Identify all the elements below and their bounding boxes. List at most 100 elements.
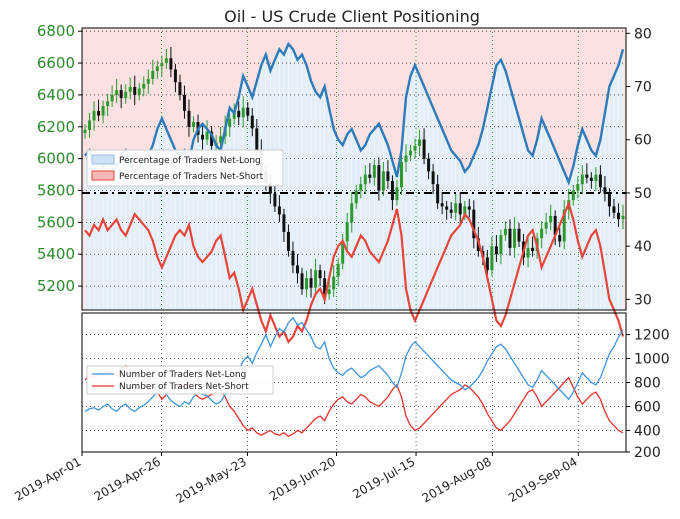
candle-body bbox=[621, 216, 625, 220]
date-tick-label: 2019-Jun-20 bbox=[267, 454, 338, 503]
candle-body bbox=[508, 228, 512, 248]
candle-body bbox=[589, 177, 593, 181]
candle-body bbox=[571, 190, 575, 201]
price-candles bbox=[83, 46, 625, 305]
candle-body bbox=[246, 107, 250, 116]
candle-body bbox=[431, 171, 435, 185]
candle-body bbox=[305, 278, 309, 290]
candle-body bbox=[422, 139, 426, 159]
date-tick-label: 2019-Apr-01 bbox=[12, 454, 83, 503]
price-tick-label: 6800 bbox=[37, 22, 75, 40]
candle-body bbox=[142, 83, 146, 89]
candle-body bbox=[440, 203, 444, 207]
candle-body bbox=[309, 278, 313, 288]
candle-body bbox=[494, 246, 498, 255]
price-tick-label: 6400 bbox=[37, 86, 75, 104]
candle-body bbox=[372, 165, 376, 178]
candle-body bbox=[178, 82, 182, 95]
candle-body bbox=[151, 71, 155, 79]
candle-body bbox=[490, 246, 494, 271]
candle-body bbox=[137, 88, 141, 95]
date-tick-label: 2019-Aug-08 bbox=[420, 454, 494, 505]
candle-body bbox=[553, 216, 557, 236]
candle-body bbox=[268, 182, 272, 194]
legend-label-count-net-long: Number of Traders Net-Long bbox=[119, 370, 246, 380]
percent-tick-label: 80 bbox=[634, 26, 652, 42]
candle-body bbox=[445, 206, 449, 210]
candle-body bbox=[359, 184, 363, 191]
legend-label-net-short: Percentage of Traders Net-Short bbox=[119, 172, 264, 182]
candle-body bbox=[205, 131, 209, 140]
candle-body bbox=[354, 190, 358, 204]
candle-body bbox=[291, 251, 295, 266]
candle-body bbox=[318, 270, 322, 279]
candle-body bbox=[399, 161, 403, 188]
candle-body bbox=[544, 222, 548, 229]
candle-body bbox=[237, 110, 241, 118]
candle-body bbox=[454, 203, 458, 213]
candle-body bbox=[327, 289, 331, 295]
candle-body bbox=[146, 78, 150, 84]
legend-label-net-long: Percentage of Traders Net-Long bbox=[119, 156, 261, 166]
candle-body bbox=[409, 150, 413, 156]
count-tick-label: 1200 bbox=[634, 328, 670, 344]
candle-body bbox=[295, 265, 299, 274]
candle-body bbox=[282, 214, 286, 232]
candle-body bbox=[164, 58, 168, 64]
candle-body bbox=[323, 278, 327, 295]
candle-body bbox=[485, 257, 489, 271]
percent-tick-label: 30 bbox=[634, 292, 652, 308]
candle-body bbox=[526, 247, 530, 258]
candle-body bbox=[201, 134, 205, 140]
upper-frame-border bbox=[81, 27, 627, 311]
candle-body bbox=[463, 206, 467, 215]
candle-body bbox=[386, 171, 390, 181]
candle-body bbox=[607, 193, 611, 207]
price-tick-label: 6600 bbox=[37, 54, 75, 72]
percent-tick-label: 60 bbox=[634, 133, 652, 149]
percentage-lines bbox=[84, 41, 625, 344]
candle-body bbox=[124, 91, 128, 99]
candle-body bbox=[517, 228, 521, 242]
candle-body bbox=[192, 122, 196, 127]
count-tick-label: 800 bbox=[634, 376, 661, 392]
candle-body bbox=[413, 145, 417, 151]
net-short-percent-line bbox=[84, 200, 625, 344]
candle-body bbox=[558, 235, 562, 242]
count-axis: 200 400 600 800 1000 1200 bbox=[626, 328, 670, 461]
candle-body bbox=[598, 174, 602, 188]
candle-body bbox=[314, 270, 318, 288]
chart-title: Oil - US Crude Client Positioning bbox=[224, 7, 480, 26]
candle-body bbox=[350, 203, 354, 223]
candle-body bbox=[219, 136, 223, 143]
net-long-shade bbox=[85, 44, 623, 310]
date-tick-label: 2019-Sep-04 bbox=[506, 454, 580, 505]
candle-body bbox=[182, 94, 186, 111]
upper-panel-background bbox=[82, 28, 626, 310]
candle-body bbox=[273, 193, 277, 207]
candle-body bbox=[332, 276, 336, 290]
price-tick-label: 6000 bbox=[37, 150, 75, 168]
candle-body bbox=[341, 241, 345, 264]
date-axis: 2019-Apr-01 2019-Apr-26 2019-May-23 2019-Ju… bbox=[12, 452, 580, 506]
candle-body bbox=[603, 187, 607, 194]
candle-body bbox=[210, 131, 214, 146]
candle-body bbox=[83, 129, 87, 134]
candle-body bbox=[436, 184, 440, 204]
candle-body bbox=[499, 235, 503, 255]
candle-body bbox=[169, 58, 173, 70]
net-long-percent-line bbox=[84, 41, 625, 186]
price-tick-label: 5600 bbox=[37, 213, 75, 231]
candle-body bbox=[562, 209, 566, 242]
candle-body bbox=[467, 206, 471, 210]
count-tick-label: 200 bbox=[634, 445, 661, 461]
candle-body bbox=[427, 158, 431, 172]
count-tick-label: 600 bbox=[634, 399, 661, 415]
candle-body bbox=[133, 86, 137, 95]
date-tick-label: 2019-Jul-15 bbox=[350, 454, 417, 501]
candle-body bbox=[368, 174, 372, 178]
candle-body bbox=[128, 86, 132, 92]
legend-swatch-net-short bbox=[91, 170, 115, 181]
upper-legend-box bbox=[86, 149, 284, 187]
